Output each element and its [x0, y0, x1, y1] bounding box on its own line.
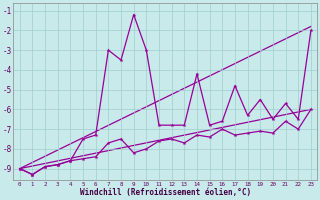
X-axis label: Windchill (Refroidissement éolien,°C): Windchill (Refroidissement éolien,°C) [80, 188, 251, 197]
